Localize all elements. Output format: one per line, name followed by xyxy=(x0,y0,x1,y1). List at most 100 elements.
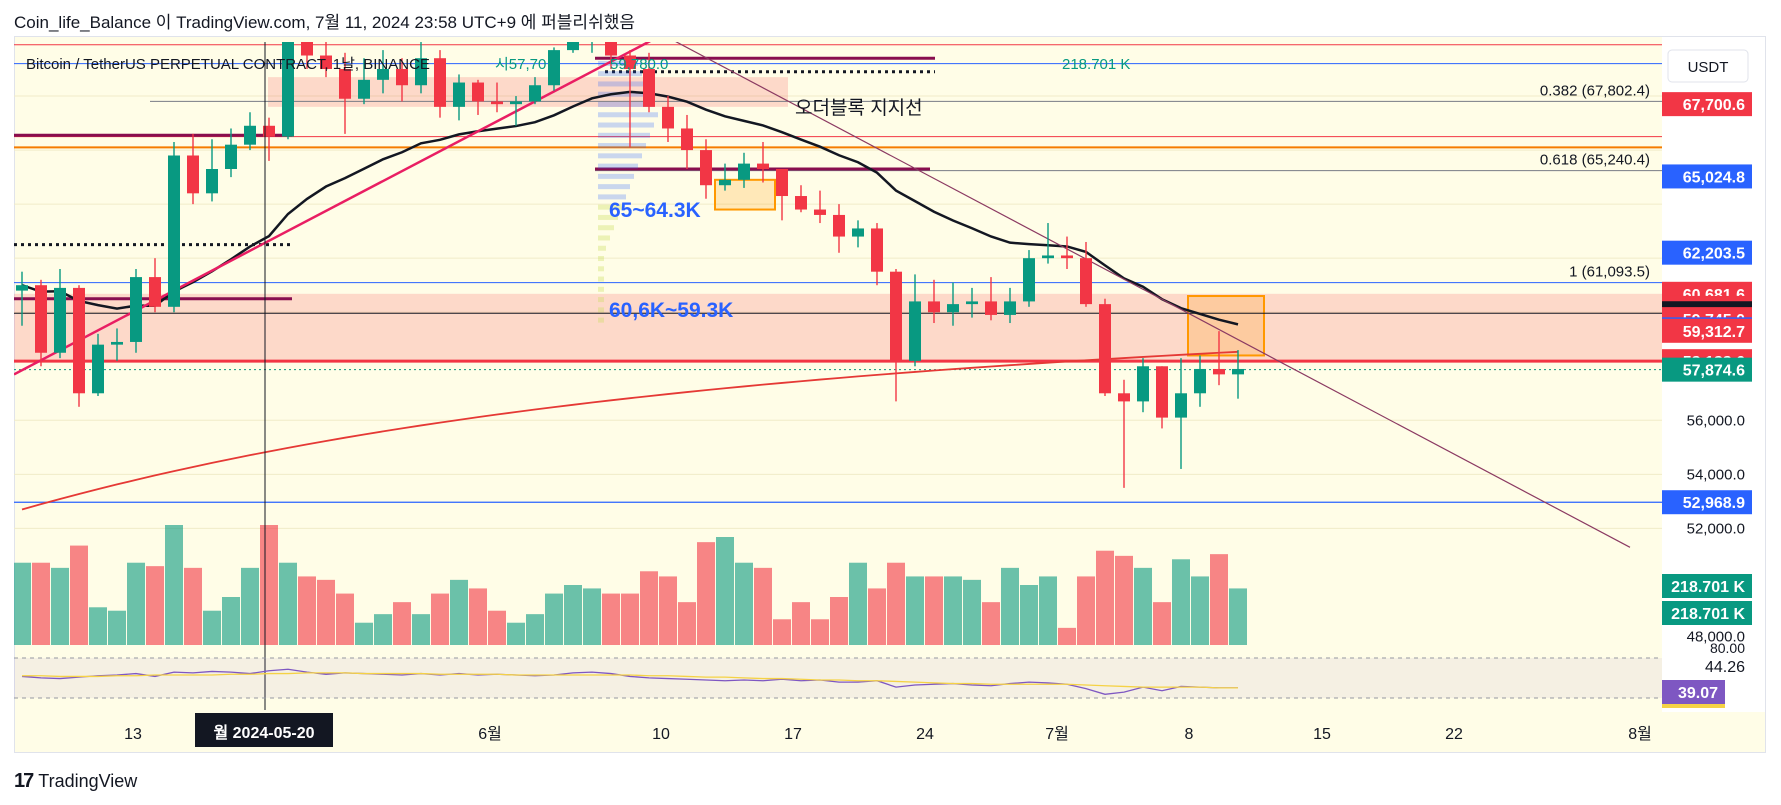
volume-profile-bar xyxy=(598,225,614,231)
candle-body xyxy=(1004,301,1016,315)
candle-body xyxy=(1175,393,1187,418)
volume-profile-bar xyxy=(598,122,654,128)
zone-box-upper xyxy=(714,178,776,211)
cursor-date-label: 월 2024-05-20 xyxy=(213,724,314,742)
volume-bar xyxy=(1134,567,1152,645)
volume-bar xyxy=(564,585,582,645)
volume-bar xyxy=(450,579,468,645)
x-tick-label: 15 xyxy=(1313,726,1331,743)
volume-bar xyxy=(1210,554,1228,645)
candle-body xyxy=(396,69,408,86)
volume-bar xyxy=(754,567,772,645)
candle-body xyxy=(1042,255,1054,259)
candle-body xyxy=(529,85,541,102)
candle-body xyxy=(1099,304,1111,394)
order-block-label: 오더블록 지지선 xyxy=(795,97,923,119)
price-label-bg xyxy=(1662,357,1752,382)
candle-body xyxy=(681,128,693,151)
volume-bar xyxy=(982,602,1000,645)
volume-profile-bar xyxy=(598,235,610,241)
volume-bar xyxy=(1172,559,1190,645)
brand[interactable]: 17 TradingView xyxy=(14,770,137,793)
candle-body xyxy=(643,69,655,107)
ohlc-fragment-2: 59,780.0 xyxy=(610,56,668,73)
volume-label-bg xyxy=(1662,601,1752,625)
candle-body xyxy=(1118,393,1130,402)
tradingview-logo-icon: 17 xyxy=(14,770,34,792)
zone-box-lower xyxy=(1187,295,1265,357)
volume-bar xyxy=(203,610,221,645)
candle-body xyxy=(586,20,598,23)
candle-body xyxy=(814,209,826,215)
candle-body xyxy=(890,271,902,361)
candle-body xyxy=(92,344,104,394)
volume-bar xyxy=(944,576,962,645)
volume-bar xyxy=(108,610,126,645)
volume-bar xyxy=(317,579,335,645)
volume-label-bg xyxy=(1662,574,1752,598)
volume-profile-bar xyxy=(598,194,626,200)
volume-label: 218.701 K xyxy=(1671,606,1745,623)
volume-bar xyxy=(716,537,734,645)
candle-body xyxy=(510,101,522,105)
volume-profile-bar xyxy=(598,71,642,77)
candle-body xyxy=(738,163,750,180)
volume-bar xyxy=(1077,576,1095,645)
candle-body xyxy=(282,42,294,137)
volume-bar xyxy=(925,576,943,645)
volume-profile-bar xyxy=(598,153,642,159)
volume-bar xyxy=(735,562,753,645)
y-tick-label: 52,000.0 xyxy=(1687,520,1745,537)
y-tick-label: 48,000.0 xyxy=(1687,628,1745,645)
candle-body xyxy=(757,163,769,170)
volume-bar xyxy=(393,602,411,645)
volume-bar xyxy=(1058,627,1076,645)
x-tick-label: 17 xyxy=(784,726,802,743)
volume-bar xyxy=(336,593,354,645)
volume-bar xyxy=(963,579,981,645)
plot-layer xyxy=(14,20,1662,645)
volume-profile-bar xyxy=(598,60,638,66)
volume-bar xyxy=(830,597,848,645)
volume-bar xyxy=(602,593,620,645)
candle-body xyxy=(1023,258,1035,302)
candle-body xyxy=(662,106,674,129)
volume-bar xyxy=(792,602,810,645)
candle-body xyxy=(73,287,85,394)
volume-profile-bar xyxy=(598,266,604,272)
price-label-bg xyxy=(1662,490,1752,515)
volume-profile-bar xyxy=(598,214,618,220)
volume-bar xyxy=(298,576,316,645)
candle-body xyxy=(776,169,788,197)
brand-label: TradingView xyxy=(38,771,138,791)
fib-label: 1 (61,093.5) xyxy=(1569,264,1650,281)
price-label: 67,700.6 xyxy=(1683,97,1745,114)
volume-bar xyxy=(260,525,278,645)
volume-bar xyxy=(1153,602,1171,645)
x-tick-label: 8월 xyxy=(1628,725,1652,743)
candle-body xyxy=(339,69,351,99)
rsi-ma-swatch xyxy=(1662,704,1725,708)
candle-body xyxy=(301,42,313,56)
volume-bar xyxy=(1115,555,1133,645)
candle-body xyxy=(700,150,712,186)
volume-bar xyxy=(89,607,107,645)
ohlc-fragment: 시57,70 xyxy=(495,56,546,73)
candle-body xyxy=(624,55,636,70)
volume-bar xyxy=(374,614,392,645)
candle-body xyxy=(168,155,180,307)
volume-profile-bar xyxy=(598,307,604,313)
volume-bar xyxy=(621,593,639,645)
ema-long-line xyxy=(21,350,1239,511)
volume-profile-bar xyxy=(598,173,634,179)
rsi-label: 39.07 xyxy=(1678,685,1718,702)
x-tick-label: 6월 xyxy=(478,725,502,743)
x-tick-label: 10 xyxy=(652,726,670,743)
candle-body xyxy=(434,58,446,107)
currency-button xyxy=(1667,49,1749,83)
volume-bar xyxy=(431,593,449,645)
volume-bar xyxy=(32,562,50,645)
volume-bar xyxy=(659,576,677,645)
volume-bar xyxy=(583,588,601,645)
